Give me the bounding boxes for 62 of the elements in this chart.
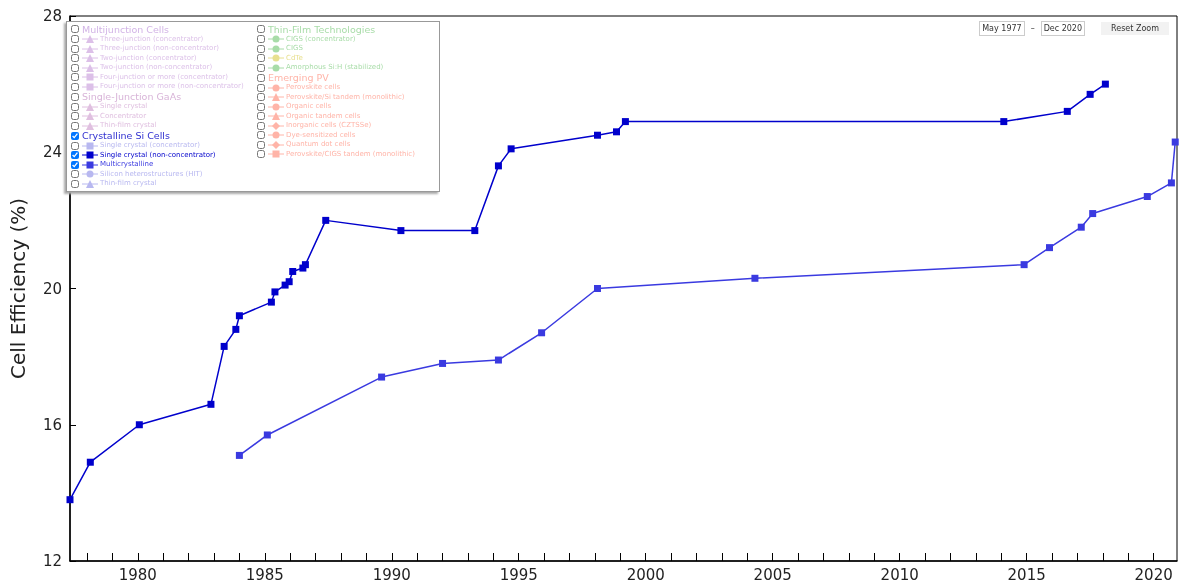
point (1063, 107, 1071, 115)
point (220, 342, 228, 350)
point (538, 329, 546, 337)
point (1046, 244, 1054, 252)
legend-label: Crystalline Si Cells (82, 130, 170, 141)
point (1143, 193, 1151, 201)
point (207, 400, 215, 408)
x-tick-label: 2020 (1134, 565, 1173, 584)
point (439, 359, 447, 367)
x-tick-label: 1985 (245, 565, 284, 584)
x-tick-label: 2005 (753, 565, 792, 584)
reset-button: Reset Zoom (1101, 22, 1169, 35)
point (1167, 179, 1175, 187)
legend-label: Emerging PV (268, 72, 329, 83)
date-field: May 1977 (979, 21, 1025, 36)
point (397, 227, 405, 235)
point (322, 216, 330, 224)
y-tick-label: 24 (42, 143, 62, 162)
point (507, 145, 515, 153)
point (232, 325, 240, 333)
x-tick-label: 1980 (118, 565, 157, 584)
point (1086, 90, 1094, 98)
annotation: – (1030, 24, 1035, 33)
point (289, 267, 297, 275)
point (86, 458, 94, 466)
x-tick-label: 1990 (372, 565, 411, 584)
point (285, 278, 293, 286)
point (751, 274, 759, 282)
y-tick-label: 12 (42, 552, 62, 570)
point (135, 421, 143, 429)
point (1077, 223, 1085, 231)
point (1089, 210, 1097, 218)
legend-label: Single-Junction GaAs (82, 91, 182, 102)
point (378, 373, 386, 381)
x-tick-label: 2015 (1007, 565, 1046, 584)
date-field: Dec 2020 (1040, 21, 1086, 36)
point (66, 496, 74, 504)
point (1101, 80, 1109, 88)
point (235, 312, 243, 320)
point (1171, 138, 1179, 146)
point (235, 451, 243, 459)
point (613, 128, 621, 136)
y-tick-label: 20 (42, 279, 62, 298)
point (1020, 261, 1028, 269)
y-tick-label: 16 (42, 415, 62, 434)
point (494, 356, 502, 364)
point (593, 285, 601, 292)
legend-label: Multijunction Cells (82, 23, 170, 35)
point (471, 227, 479, 235)
point (1000, 118, 1008, 126)
legend-label: Thin-Film Technologies (268, 23, 376, 35)
point (263, 431, 271, 439)
y-tick-label: 28 (42, 7, 62, 25)
x-tick-label: 2000 (626, 565, 665, 584)
point (494, 162, 502, 170)
point (621, 118, 629, 126)
point (593, 131, 601, 139)
point (271, 288, 279, 296)
y-axis-title: Cell Efficiency (%) (6, 197, 30, 380)
x-tick-label: 1995 (499, 565, 538, 584)
x-tick-label: 2010 (880, 565, 919, 584)
point (267, 298, 275, 306)
